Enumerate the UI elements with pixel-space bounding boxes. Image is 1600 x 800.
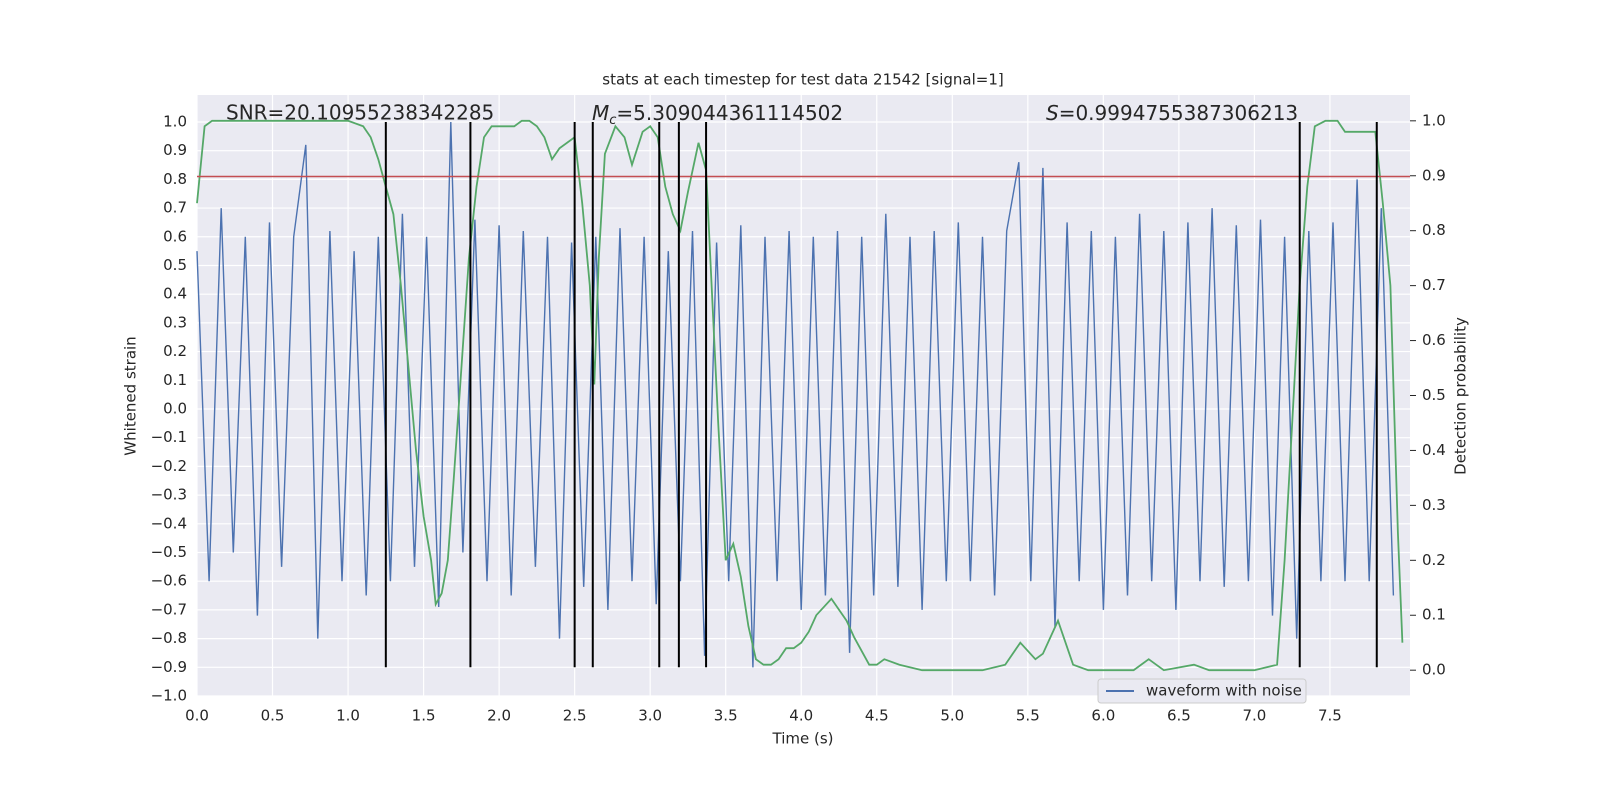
y2-tick-label: 0.6 (1422, 331, 1446, 349)
series-line (196, 121, 1395, 668)
y2-tick-label: 0.7 (1422, 276, 1446, 294)
series-line (196, 119, 1404, 672)
x-tick-label: 4.0 (789, 707, 813, 725)
chirp-mass-annotation: Mc=5.309044361114502 (592, 101, 843, 128)
y2-tick-label: 0.4 (1422, 441, 1446, 459)
y-tick-label: 0.4 (163, 285, 187, 303)
y-tick-label: 0.1 (163, 371, 187, 389)
y-tick-label: 0.7 (163, 199, 187, 217)
y-tick-label: 0.9 (163, 141, 187, 159)
symbol: M (592, 101, 609, 125)
y-tick-label: 0.2 (163, 342, 187, 360)
x-tick-label: 1.5 (412, 707, 436, 725)
y-tick-label: −0.9 (151, 658, 187, 676)
value: =5.309044361114502 (616, 101, 843, 125)
labels: 0.0 0.5 1.0 1.5 2.0 2.5 3.0 3.5 4.0 4.5 5.0 5.5 6.0 6… (151, 111, 1446, 724)
y2-tick-label: 0.9 (1422, 166, 1446, 184)
x-tick-label: 6.5 (1167, 707, 1191, 725)
y-tick-label: −0.6 (151, 572, 187, 590)
x-tick-label: 5.0 (940, 707, 964, 725)
legend: waveform with noise (1097, 678, 1307, 704)
x-tick-label: 5.5 (1016, 707, 1040, 725)
y-tick-label: −0.2 (151, 457, 187, 475)
chart-title: stats at each timestep for test data 215… (602, 71, 1003, 89)
y-tick-label: 0.3 (163, 313, 187, 331)
x-tick-label: 0.5 (261, 707, 285, 725)
x-tick-label: 2.5 (563, 707, 587, 725)
x-tick-label: 3.5 (714, 707, 738, 725)
x-tick-label: 7.5 (1318, 707, 1342, 725)
x-tick-label: 3.0 (638, 707, 662, 725)
value: =0.9994755387306213 (1059, 101, 1298, 125)
y2-tick-label: 0.2 (1422, 551, 1446, 569)
y2-tick-label: 1.0 (1422, 111, 1446, 129)
y2-axis-label: Detection probability (1452, 317, 1470, 475)
x-tick-label: 7.0 (1242, 707, 1266, 725)
y-tick-label: 0.8 (163, 170, 187, 188)
x-tick-label: 2.0 (487, 707, 511, 725)
y-tick-label: 1.0 (163, 112, 187, 130)
y2-tick-label: 0.1 (1422, 606, 1446, 624)
y-tick-label: −0.1 (151, 428, 187, 446)
y-tick-label: 0.5 (163, 256, 187, 274)
y2-tick-label: 0.0 (1422, 661, 1446, 679)
y2-tick-label: 0.5 (1422, 386, 1446, 404)
plot-area (197, 95, 1410, 696)
snr-annotation: SNR=20.10955238342285 (226, 101, 494, 125)
y-tick-label: −0.8 (151, 629, 187, 647)
y-tick-label: −0.5 (151, 543, 187, 561)
y-tick-label: 0.0 (163, 399, 187, 417)
x-axis-label: Time (s) (772, 730, 834, 748)
marks (196, 119, 1410, 672)
x-tick-label: 1.0 (336, 707, 360, 725)
symbol: S (1046, 101, 1059, 125)
legend-box (1097, 678, 1307, 704)
subscript: c (609, 113, 616, 128)
y-tick-label: 0.6 (163, 227, 187, 245)
x-tick-label: 4.5 (865, 707, 889, 725)
y2-tick-label: 0.8 (1422, 221, 1446, 239)
y-tick-label: −0.3 (151, 486, 187, 504)
y-tick-label: −0.7 (151, 600, 187, 618)
x-tick-label: 0.0 (185, 707, 209, 725)
y-axis-label: Whitened strain (122, 336, 140, 455)
legend-label: waveform with noise (1146, 682, 1302, 700)
y2-tick-label: 0.3 (1422, 496, 1446, 514)
score-annotation: S=0.9994755387306213 (1046, 101, 1298, 125)
y-tick-label: −1.0 (151, 687, 187, 705)
y-tick-label: −0.4 (151, 514, 187, 532)
x-tick-label: 6.0 (1091, 707, 1115, 725)
